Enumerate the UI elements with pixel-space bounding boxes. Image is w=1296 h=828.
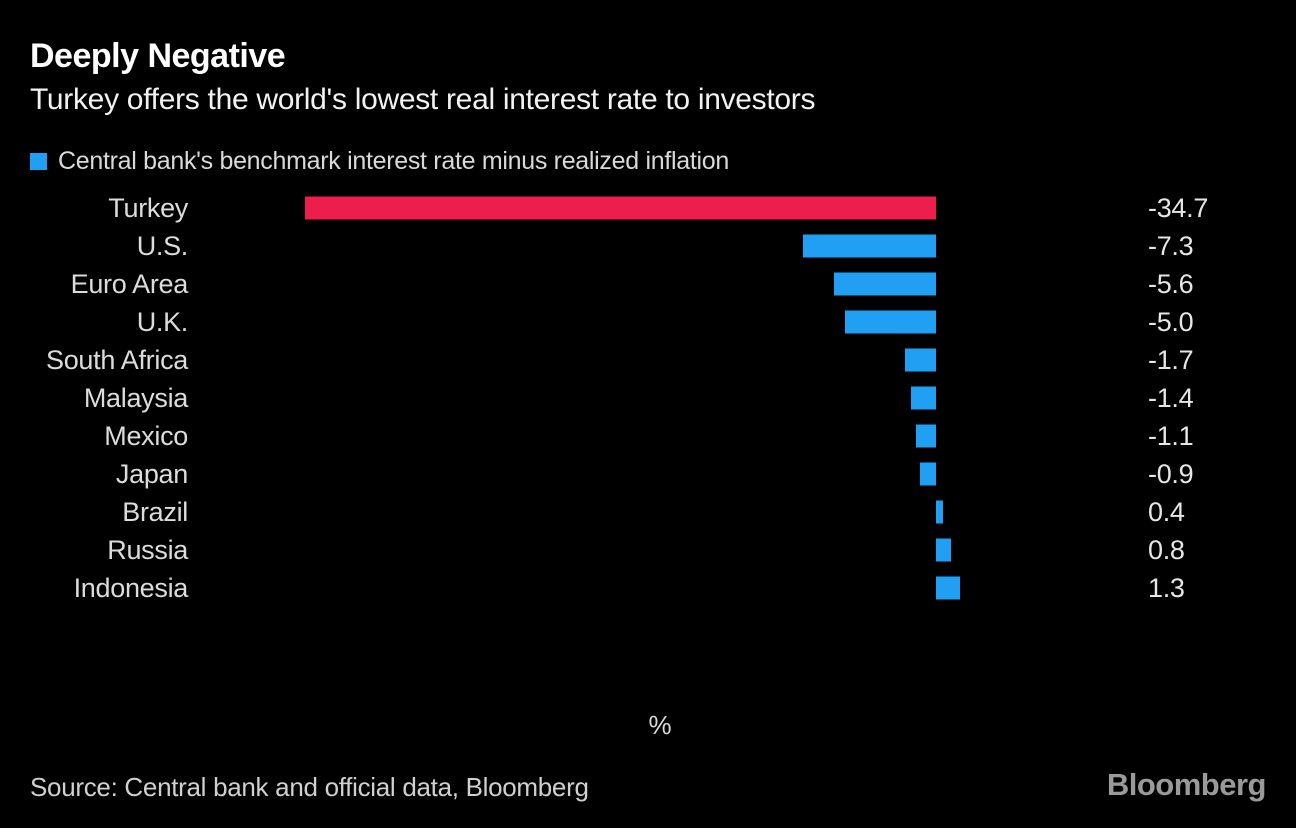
value-bar [936, 500, 944, 524]
chart-row: Brazil 0.4 [30, 493, 1266, 531]
value-bar [936, 576, 960, 600]
bar-chart: Turkey -34.7 U.S. -7.3 Euro Area -5.6 U.K. -5.0… [30, 189, 1266, 607]
chart-row: Russia 0.8 [30, 531, 1266, 569]
category-label: U.K. [136, 306, 189, 337]
value-bar [910, 386, 936, 410]
value-label: 1.3 [1148, 572, 1185, 603]
plot-area [190, 265, 1130, 303]
bloomberg-logo: Bloomberg [1106, 767, 1267, 803]
axis-spacer [30, 710, 190, 741]
category-label: Brazil [122, 496, 188, 527]
chart-row: U.S. -7.3 [30, 227, 1266, 265]
value-bar [919, 462, 936, 486]
value-bar [916, 424, 936, 448]
axis-unit-label: % [648, 710, 672, 741]
footer: Source: Central bank and official data, … [30, 767, 1267, 803]
value-bar [305, 196, 936, 220]
value-label: -1.1 [1148, 420, 1194, 451]
plot-area [190, 189, 1130, 227]
axis-row: % [30, 710, 1266, 741]
chart-row: Euro Area -5.6 [30, 265, 1266, 303]
value-label: -34.7 [1148, 192, 1209, 223]
chart-row: South Africa -1.7 [30, 341, 1266, 379]
category-label: Japan [115, 458, 188, 489]
value-label: -0.9 [1148, 458, 1194, 489]
chart-row: Mexico -1.1 [30, 417, 1266, 455]
plot-area [190, 227, 1130, 265]
value-label: -1.7 [1148, 344, 1194, 375]
bloomberg-chart-page: Deeply Negative Turkey offers the world'… [30, 37, 1267, 803]
value-label: -5.6 [1148, 268, 1194, 299]
chart-row: U.K. -5.0 [30, 303, 1266, 341]
plot-area [190, 417, 1130, 455]
category-label: Russia [107, 534, 188, 565]
category-label: Turkey [108, 192, 188, 223]
source-note: Source: Central bank and official data, … [30, 772, 589, 803]
value-bar [834, 272, 936, 296]
plot-area [190, 303, 1130, 341]
category-label: U.S. [136, 230, 189, 261]
value-bar [845, 310, 936, 334]
plot-area [190, 531, 1130, 569]
value-bar [905, 348, 936, 372]
legend-label: Central bank's benchmark interest rate m… [58, 147, 729, 176]
chart-row: Turkey -34.7 [30, 189, 1266, 227]
value-label: -5.0 [1148, 306, 1194, 337]
value-bar [936, 538, 951, 562]
plot-area [190, 569, 1130, 607]
chart-subtitle: Turkey offers the world's lowest real in… [30, 83, 816, 117]
chart-row: Japan -0.9 [30, 455, 1266, 493]
category-label: Euro Area [70, 268, 189, 299]
legend-swatch-icon [30, 153, 47, 171]
category-label: Mexico [104, 420, 188, 451]
plot-area [190, 379, 1130, 417]
legend: Central bank's benchmark interest rate m… [30, 147, 1266, 176]
category-label: Indonesia [73, 572, 189, 603]
plot-area [190, 455, 1130, 493]
plot-area [190, 341, 1130, 379]
chart-title: Deeply Negative [30, 37, 286, 75]
value-label: 0.8 [1148, 534, 1185, 565]
category-label: South Africa [46, 344, 188, 375]
value-bar [803, 234, 936, 258]
value-label: -7.3 [1148, 230, 1194, 261]
value-label: 0.4 [1148, 496, 1185, 527]
value-label: -1.4 [1148, 382, 1194, 413]
chart-row: Indonesia 1.3 [30, 569, 1266, 607]
category-label: Malaysia [83, 382, 188, 413]
chart-row: Malaysia -1.4 [30, 379, 1266, 417]
plot-area [190, 493, 1130, 531]
